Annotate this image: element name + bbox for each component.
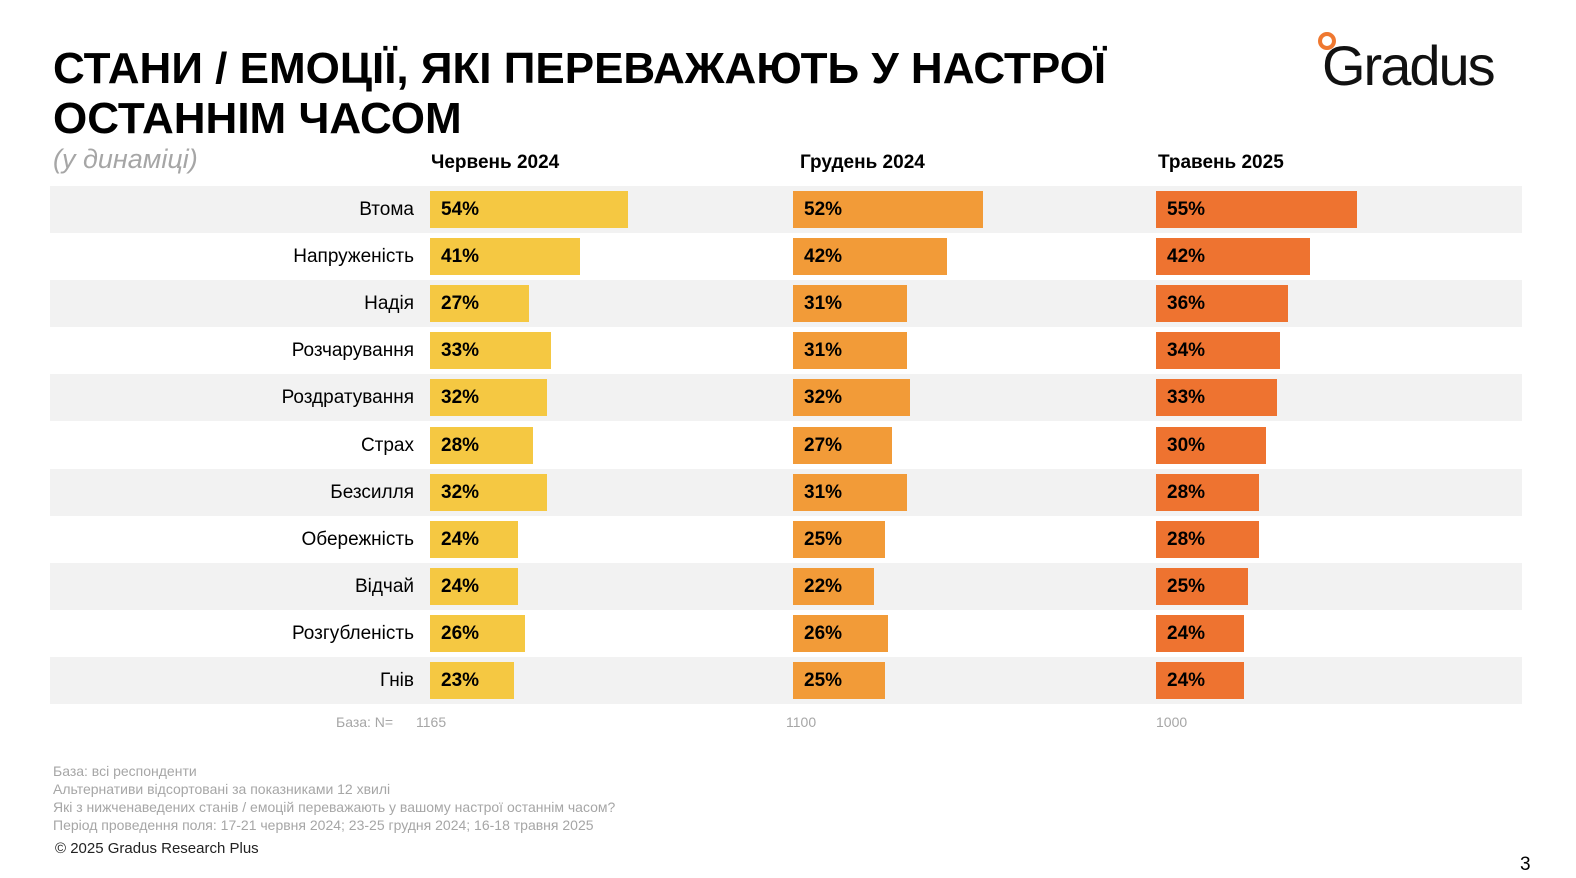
base-value-may-2025: 1000 xyxy=(1156,714,1188,730)
bar-value-label: 42% xyxy=(804,246,843,268)
bar xyxy=(430,567,518,605)
bar xyxy=(793,614,889,652)
bar-value-label: 33% xyxy=(1167,387,1206,409)
bar-value-label: 32% xyxy=(441,481,480,503)
bar-value-label: 26% xyxy=(804,622,843,644)
bar xyxy=(793,567,874,605)
bar xyxy=(430,191,628,228)
bar-value-label: 28% xyxy=(441,434,480,456)
bar xyxy=(793,662,885,699)
bar xyxy=(1156,426,1266,464)
bar-value-label: 27% xyxy=(441,293,480,315)
footnote: Період проведення поля: 17-21 червня 202… xyxy=(53,817,594,833)
bar-value-label: 31% xyxy=(804,293,843,315)
logo-text: Gradus xyxy=(1322,34,1496,97)
column-header: Червень 2024 xyxy=(431,152,560,173)
bar-value-label: 28% xyxy=(1167,481,1206,503)
row-band xyxy=(50,562,1522,610)
bar-value-label: 52% xyxy=(804,199,843,220)
bar-value-label: 41% xyxy=(441,246,480,268)
bar xyxy=(1156,473,1259,511)
bar xyxy=(430,426,533,464)
row-band xyxy=(50,657,1522,704)
bar-value-label: 31% xyxy=(804,481,843,503)
bar-value-label: 42% xyxy=(1167,246,1206,268)
gradus-logo: Gradus xyxy=(1318,32,1528,97)
bar xyxy=(1156,238,1310,276)
bar-value-label: 32% xyxy=(804,387,843,409)
bar-value-label: 24% xyxy=(441,575,480,597)
bar xyxy=(1156,191,1358,228)
bar-value-label: 27% xyxy=(804,434,843,456)
category-label: Страх xyxy=(360,434,414,456)
bar-value-label: 54% xyxy=(441,199,480,220)
category-label: Роздратування xyxy=(281,387,414,409)
bar xyxy=(793,238,947,276)
footnote: База: всі респонденти xyxy=(53,763,197,779)
bar-value-label: 31% xyxy=(804,340,843,362)
category-label: Надія xyxy=(364,293,414,315)
bar xyxy=(1156,614,1244,652)
category-label: Безсилля xyxy=(330,481,414,503)
bar xyxy=(793,285,907,323)
bar-value-label: 25% xyxy=(804,670,843,691)
bar-value-label: 25% xyxy=(1167,575,1206,597)
bar xyxy=(1156,567,1248,605)
bar xyxy=(793,191,984,228)
footnotes: База: всі респонденти Альтернативи відсо… xyxy=(53,762,615,834)
bar xyxy=(430,379,548,417)
page-title: СТАНИ / ЕМОЦІЇ, ЯКІ ПЕРЕВАЖАЮТЬ У НАСТРО… xyxy=(53,44,1107,143)
base-label: База: N= xyxy=(336,714,394,730)
bar xyxy=(430,520,518,558)
bar xyxy=(430,662,515,699)
bar-value-label: 28% xyxy=(1167,528,1206,550)
bar xyxy=(430,238,581,276)
bar-value-label: 24% xyxy=(1167,670,1206,691)
bar-value-label: 55% xyxy=(1167,199,1206,220)
base-value-june-2024: 1165 xyxy=(416,714,447,730)
bar xyxy=(1156,285,1288,323)
bar xyxy=(1156,332,1281,370)
bar-value-label: 24% xyxy=(441,528,480,550)
bar-value-label: 34% xyxy=(1167,340,1206,362)
bar xyxy=(793,379,911,417)
footnote: Які з нижченаведених станів / емоцій пер… xyxy=(53,799,616,815)
bar xyxy=(430,473,548,511)
bar-value-label: 22% xyxy=(804,575,843,597)
bar xyxy=(1156,379,1277,417)
bar-value-label: 24% xyxy=(1167,622,1206,644)
category-label: Розчарування xyxy=(291,340,414,362)
bar xyxy=(793,520,885,558)
bar xyxy=(793,426,892,464)
bar xyxy=(430,332,551,370)
bar-value-label: 23% xyxy=(441,670,480,691)
bar-value-label: 36% xyxy=(1167,293,1206,315)
logo-dot-icon xyxy=(1318,32,1336,50)
category-label: Розгубленість xyxy=(291,622,414,644)
footnote: Альтернативи відсортовані за показниками… xyxy=(53,781,391,797)
bar xyxy=(793,473,907,511)
page-subtitle: (у динаміці) xyxy=(53,144,198,174)
column-header: Грудень 2024 xyxy=(800,152,925,173)
bar xyxy=(1156,520,1259,558)
bar-value-label: 26% xyxy=(441,622,480,644)
base-value-dec-2024: 1100 xyxy=(786,714,817,730)
page-number: 3 xyxy=(1520,854,1531,875)
bar xyxy=(1156,662,1244,699)
bar xyxy=(430,285,529,323)
category-label: Втома xyxy=(359,199,414,220)
category-label: Гнів xyxy=(379,670,414,691)
bar-value-label: 25% xyxy=(804,528,843,550)
column-header: Травень 2025 xyxy=(1158,152,1284,173)
category-label: Відчай xyxy=(354,575,414,597)
copyright: © 2025 Gradus Research Plus xyxy=(55,840,259,857)
category-label: Обережність xyxy=(301,528,414,550)
row-band xyxy=(50,468,1522,516)
bar xyxy=(430,614,526,652)
category-label: Напруженість xyxy=(293,246,414,268)
bar-value-label: 33% xyxy=(441,340,480,362)
bar-value-label: 30% xyxy=(1167,434,1206,456)
bar xyxy=(793,332,907,370)
bar-value-label: 32% xyxy=(441,387,480,409)
